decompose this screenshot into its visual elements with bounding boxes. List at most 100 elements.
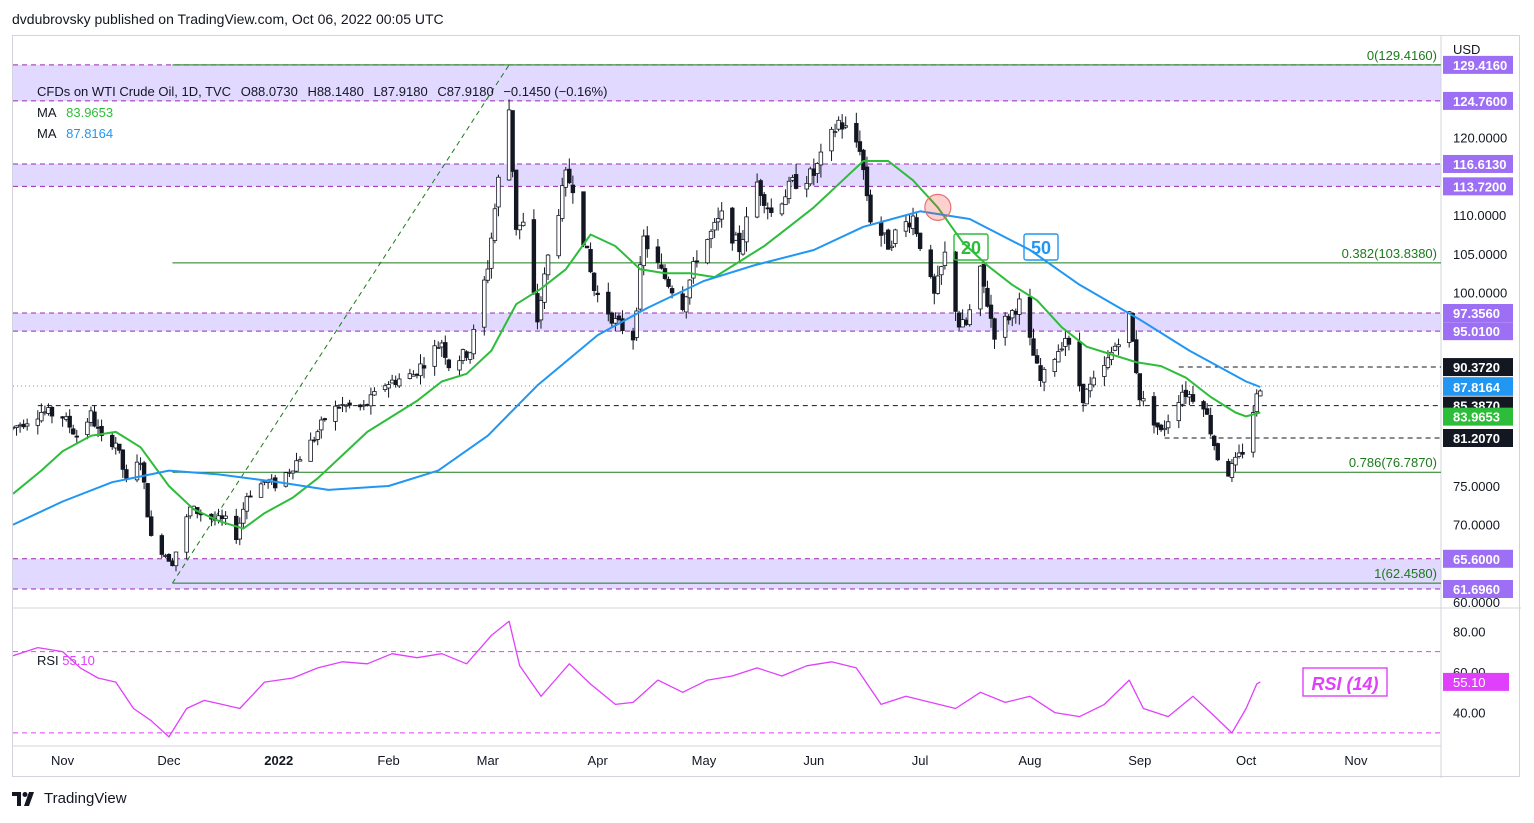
candle-up	[942, 251, 948, 266]
candle-up	[754, 181, 760, 218]
candle-down	[659, 264, 664, 269]
candle-down	[1208, 414, 1213, 435]
price-tag-text: 113.7200	[1453, 179, 1507, 194]
candle-down	[737, 232, 742, 253]
candle-up	[88, 410, 94, 423]
legend-open: O88.0730	[240, 84, 298, 99]
candle-up	[967, 309, 972, 326]
candle-down	[531, 219, 537, 293]
price-tag	[1443, 91, 1513, 110]
candle-up	[241, 508, 246, 524]
candle-up	[1165, 421, 1171, 429]
candle-down	[645, 235, 650, 250]
candle-up	[1091, 377, 1096, 386]
price-tag	[1443, 358, 1513, 377]
candle-down	[1212, 435, 1217, 447]
ma-layer	[13, 160, 1261, 530]
chart-frame[interactable]: 60.0000 70.0000 75.0000 100.0000 105.0000 110…	[12, 35, 1521, 778]
candle-up	[42, 411, 48, 414]
candle-up	[372, 391, 377, 396]
candle-up	[496, 176, 501, 208]
rsi-annotation: RSI (14)	[1311, 674, 1378, 694]
candle-up	[24, 423, 30, 427]
candle-down	[854, 122, 859, 143]
candle-up	[368, 394, 374, 407]
rsi-legend[interactable]: RSI 55.10	[37, 653, 95, 668]
candle-down	[110, 434, 115, 448]
candle-down	[981, 263, 987, 287]
candle-down	[914, 217, 919, 235]
candle-up	[258, 483, 264, 498]
candle-down	[71, 428, 76, 435]
candle-down	[1006, 316, 1011, 321]
candle-down	[811, 168, 817, 176]
fib-level-label: 0.382(103.8380)	[1342, 246, 1437, 261]
candle-up	[1041, 368, 1047, 383]
candle-up	[563, 169, 568, 188]
candle-up	[283, 472, 289, 487]
rsi-value-tag-text: 55.10	[1453, 675, 1486, 690]
tradingview-logo-icon	[12, 791, 34, 806]
candle-down	[248, 495, 253, 498]
candle-down	[861, 149, 866, 171]
candle-up	[489, 237, 494, 269]
candle-up	[223, 515, 228, 519]
rsi-legend-value: 55.10	[62, 653, 95, 668]
candle-up	[1229, 463, 1235, 478]
candle-down	[443, 342, 448, 358]
candle-up	[1187, 394, 1192, 398]
candle-down	[730, 207, 735, 244]
price-tag-text: 65.6000	[1453, 552, 1500, 567]
price-tag-text: 87.8164	[1453, 380, 1501, 395]
candle-up	[903, 221, 909, 232]
candle-down	[630, 330, 636, 341]
legend-ma-fast-row[interactable]: MA 83.9653	[37, 102, 613, 123]
candle-up	[1002, 315, 1008, 338]
candle-up	[815, 163, 820, 174]
candle-down	[963, 319, 969, 325]
candle-up	[184, 516, 189, 553]
candle-up	[1236, 452, 1242, 457]
candle-down	[513, 169, 519, 230]
rsi-layer	[13, 620, 1441, 738]
candle-up	[237, 522, 242, 540]
candle-down	[886, 229, 891, 250]
legend: CFDs on WTI Crude Oil, 1D, TVC O88.0730 …	[37, 81, 613, 144]
footer[interactable]: TradingView	[12, 790, 127, 807]
price-tag-text: 81.2070	[1453, 431, 1500, 446]
candle-down	[655, 246, 661, 263]
candle-up	[39, 411, 44, 422]
candle-up	[715, 218, 721, 223]
candle-down	[1183, 389, 1189, 397]
candle-down	[907, 222, 912, 228]
candle-up	[163, 555, 168, 557]
candle-down	[117, 443, 122, 451]
zone-band	[13, 313, 1441, 332]
rsi-legend-label: RSI	[37, 653, 59, 668]
candle-down	[769, 207, 774, 213]
candle-down	[793, 174, 799, 189]
candle-down	[868, 194, 873, 223]
candle-up	[386, 384, 391, 389]
candle-down	[1027, 296, 1033, 338]
price-tag	[1443, 428, 1513, 447]
legend-change: −0.1450 (−0.16%)	[503, 84, 608, 99]
candle-down	[1066, 337, 1072, 345]
legend-ma-slow-row[interactable]: MA 87.8164	[37, 123, 613, 144]
candle-down	[120, 449, 126, 470]
price-tag-text: 116.6130	[1453, 157, 1507, 172]
candle-down	[393, 379, 398, 386]
candle-down	[1130, 313, 1135, 342]
chart-canvas[interactable]: 60.0000 70.0000 75.0000 100.0000 105.0000 110…	[13, 36, 1521, 778]
candle-down	[1151, 396, 1157, 426]
candle-down	[591, 272, 597, 291]
candle-down	[581, 191, 586, 246]
legend-symbol-row: CFDs on WTI Crude Oil, 1D, TVC O88.0730 …	[37, 81, 613, 102]
candle-down	[588, 249, 593, 273]
candle-down	[421, 365, 427, 369]
candle-up	[712, 221, 717, 231]
time-tick-label: Feb	[377, 753, 399, 768]
candle-down	[145, 483, 150, 518]
legend-ma-slow-label: MA	[37, 126, 57, 141]
time-tick-label: Dec	[157, 753, 181, 768]
